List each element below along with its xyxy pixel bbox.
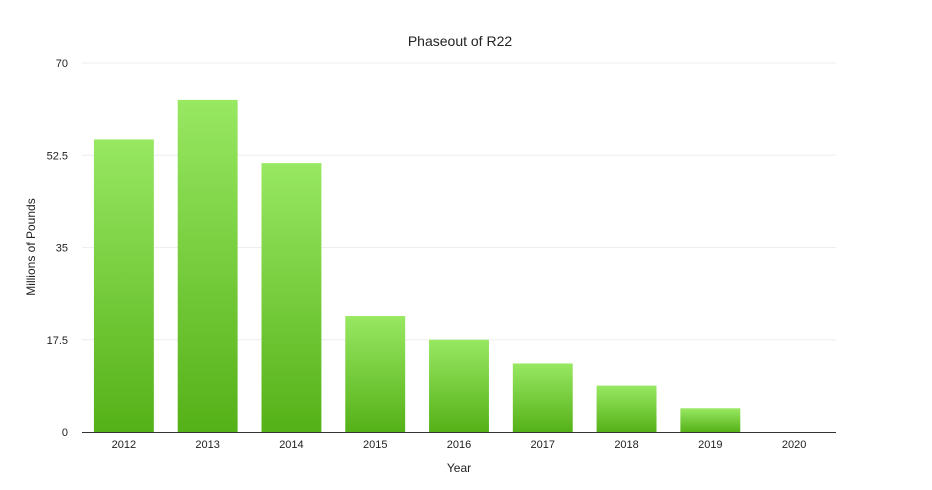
x-tick-label: 2015 [363, 439, 387, 451]
x-tick-label: 2012 [112, 439, 136, 451]
bar-2016[interactable] [429, 339, 489, 432]
y-tick-label: 0 [62, 427, 68, 439]
x-tick-label: 2017 [531, 439, 555, 451]
bar-2015[interactable] [345, 316, 406, 432]
x-tick-label: 2018 [614, 439, 638, 451]
x-tick-labels: 2012 2013 2014 2015 2016 2017 2018 2019 2020 [112, 439, 807, 451]
y-tick-labels: 0 17.5 35 52.5 70 [47, 58, 68, 439]
y-axis-label: Millions of Pounds [24, 198, 38, 295]
bar-2012[interactable] [93, 139, 154, 432]
bar-2017[interactable] [512, 363, 573, 432]
bar-2014[interactable] [261, 163, 322, 432]
y-tick-label: 35 [56, 243, 68, 255]
bar-2013[interactable] [177, 99, 238, 433]
x-tick-label: 2014 [279, 439, 303, 451]
y-tick-label: 70 [56, 58, 68, 70]
x-axis-label: Year [447, 461, 471, 475]
chart-title: Phaseout of R22 [408, 33, 513, 49]
x-tick-label: 2013 [195, 439, 219, 451]
y-tick-label: 17.5 [47, 335, 68, 347]
bar-2019[interactable] [680, 408, 741, 432]
y-tick-label: 52.5 [47, 150, 68, 162]
bar-2018[interactable] [596, 385, 657, 432]
x-tick-label: 2020 [782, 439, 806, 451]
bar-layer [93, 99, 741, 433]
x-tick-label: 2016 [447, 439, 471, 451]
x-tick-label: 2019 [698, 439, 722, 451]
